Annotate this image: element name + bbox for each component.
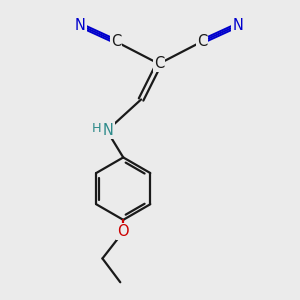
Text: N: N (103, 123, 114, 138)
Text: O: O (117, 224, 129, 239)
Text: C: C (154, 56, 164, 71)
Text: N: N (75, 18, 86, 33)
Text: C: C (111, 34, 121, 49)
Text: N: N (232, 18, 243, 33)
Text: H: H (92, 122, 101, 135)
Text: C: C (197, 34, 207, 49)
